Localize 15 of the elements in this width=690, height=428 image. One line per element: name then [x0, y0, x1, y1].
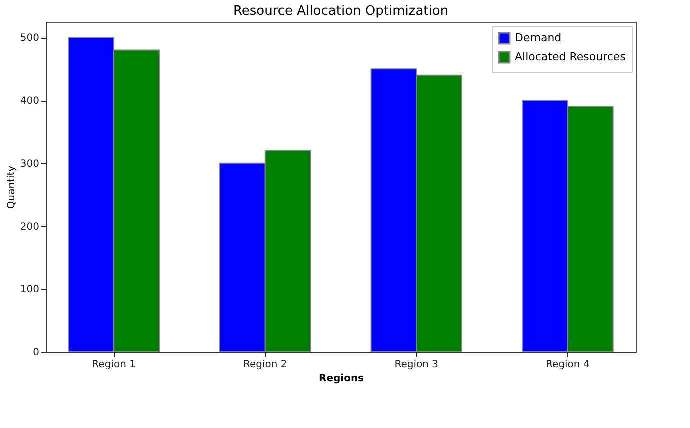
y-tick-label: 500 [20, 33, 40, 44]
y-tick-label: 0 [33, 348, 40, 358]
x-axis-title: Regions [318, 374, 364, 384]
y-axis-title: Quantity [6, 166, 18, 210]
y-tick-label: 400 [20, 96, 40, 108]
y-tick-label: 100 [20, 284, 40, 296]
y-tick-label: 200 [20, 222, 40, 233]
y-tick-label: 300 [20, 158, 40, 170]
x-tick-label: Region 1 [92, 360, 136, 370]
x-tick-label: Region 2 [243, 360, 288, 370]
legend-label: Demand [515, 32, 562, 44]
x-tick-label: Region 4 [546, 360, 590, 370]
chart-title: Resource Allocation Optimization [233, 4, 449, 19]
x-tick-label: Region 3 [394, 360, 439, 370]
legend-label: Allocated Resources [515, 50, 626, 64]
